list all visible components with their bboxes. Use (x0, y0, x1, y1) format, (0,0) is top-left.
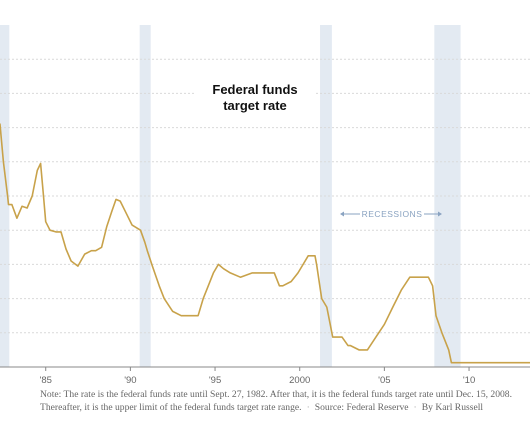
x-tick-label: '95 (209, 375, 221, 385)
note-text: Note: The rate is the federal funds rate… (40, 389, 513, 413)
note-separator: · (306, 401, 310, 413)
chart: '85 '90 '95 2000 '05 '10 Federal funds target … (0, 25, 530, 385)
x-tick-label: '85 (40, 375, 52, 385)
x-axis: '85 '90 '95 2000 '05 '10 (0, 366, 530, 385)
chart-title: Federal funds target rate (212, 82, 297, 113)
chart-title-line: target rate (223, 98, 287, 113)
rate-series (0, 123, 530, 364)
recessions-annotation: RECESSIONS (340, 207, 442, 221)
source-text: Source: Federal Reserve (314, 401, 409, 413)
x-tick-label: 2000 (289, 375, 310, 385)
gridlines (0, 58, 530, 334)
recessions-label: RECESSIONS (362, 209, 423, 219)
recessions-arrowhead-left (340, 211, 344, 217)
chart-title-group: Federal funds target rate (196, 78, 314, 116)
chart-title-background (196, 78, 314, 116)
x-tick-label: '90 (124, 375, 136, 385)
x-tick-label: '10 (463, 375, 475, 385)
chart-note: Note: The rate is the federal funds rate… (40, 389, 520, 414)
note-separator: · (413, 401, 417, 413)
chart-title-line: Federal funds (212, 82, 297, 97)
recessions-label-background (360, 207, 424, 221)
series-line (0, 123, 530, 364)
byline-text: By Karl Russell (421, 401, 484, 413)
chart-svg: '85 '90 '95 2000 '05 '10 Federal funds target … (0, 25, 530, 385)
recessions-arrowhead-right (438, 211, 442, 217)
x-tick-label: '05 (378, 375, 390, 385)
